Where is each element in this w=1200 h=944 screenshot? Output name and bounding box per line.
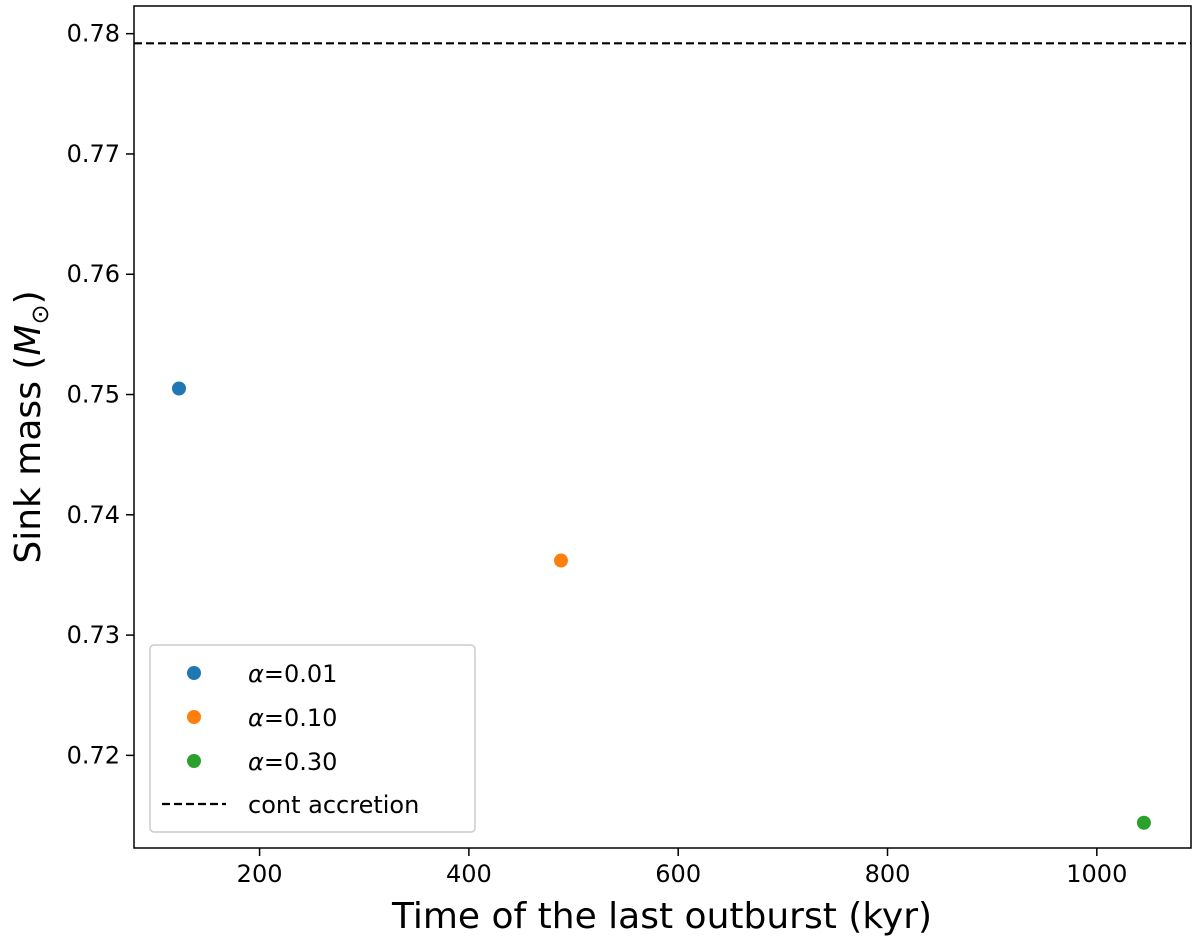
y-axis: 0.72 0.73 0.74 0.75 0.76 0.77 0.78	[67, 20, 134, 769]
y-axis-label-symbol: M	[8, 325, 49, 356]
x-tick-label-2: 600	[655, 860, 701, 888]
x-tick-label-0: 200	[237, 860, 283, 888]
y-axis-label: Sink mass (M⊙)	[8, 290, 54, 563]
y-tick-label-2: 0.74	[67, 501, 120, 529]
x-axis-label: Time of the last outburst (kyr)	[391, 896, 932, 937]
legend-label-alpha-030: α=0.30	[248, 748, 337, 776]
y-tick-label-3: 0.75	[67, 381, 120, 409]
y-axis-label-close: )	[8, 290, 49, 304]
x-tick-label-1: 400	[446, 860, 492, 888]
legend-marker-alpha-001	[187, 666, 201, 680]
legend-marker-alpha-030	[187, 754, 201, 768]
legend-marker-alpha-010	[187, 710, 201, 724]
plot-frame	[133, 5, 1192, 849]
y-axis-label-main: Sink mass (	[8, 356, 49, 564]
legend-label-cont-accretion: cont accretion	[248, 791, 419, 819]
y-tick-label-0: 0.72	[67, 741, 120, 769]
chart-marks	[134, 42, 1191, 830]
y-tick-label-6: 0.78	[67, 20, 120, 48]
data-point-series-1-0	[553, 553, 568, 568]
x-tick-label-4: 1000	[1066, 860, 1127, 888]
data-point-series-0-0	[172, 381, 187, 396]
x-axis: 200 400 600 800 1000	[237, 848, 1127, 888]
y-tick-label-1: 0.73	[67, 621, 120, 649]
y-tick-label-5: 0.77	[67, 140, 120, 168]
y-tick-label-4: 0.76	[67, 260, 120, 288]
legend-label-alpha-001: α=0.01	[248, 660, 337, 688]
y-axis-label-subscript: ⊙	[26, 304, 54, 324]
data-point-series-2-0	[1136, 815, 1151, 830]
legend: α=0.01 α=0.10 α=0.30 cont accretion	[149, 644, 476, 833]
legend-box	[149, 644, 476, 833]
x-tick-label-3: 800	[865, 860, 911, 888]
legend-label-alpha-010: α=0.10	[248, 704, 337, 732]
